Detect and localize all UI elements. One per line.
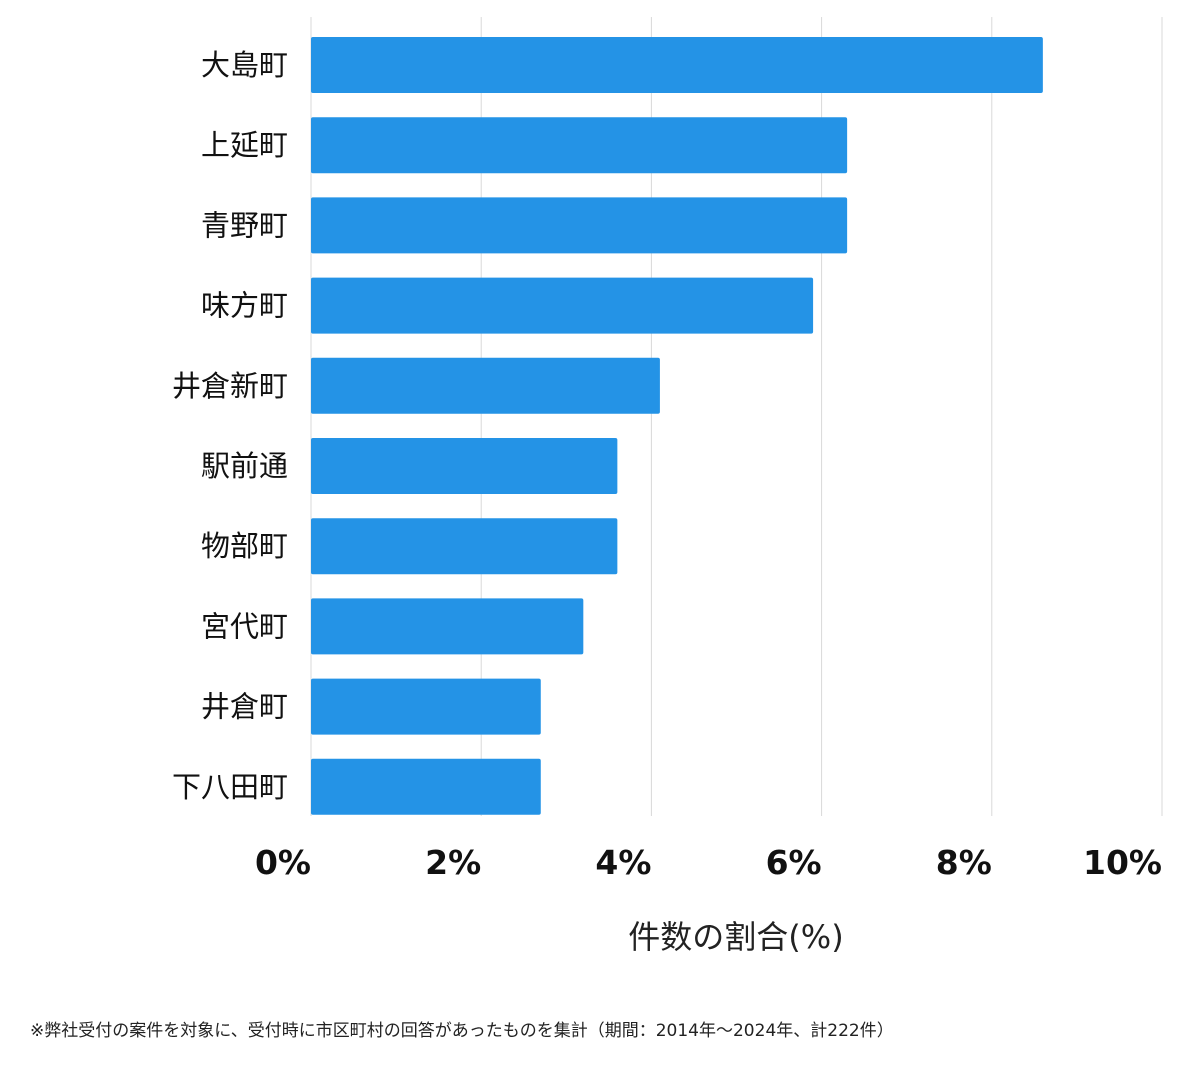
x-tick-labels: 0% 2% 4% 6% 8% 10% (255, 843, 1162, 882)
bar (311, 357, 660, 414)
x-tick-label: 0% (255, 843, 311, 882)
category-label: 青野町 (201, 208, 288, 242)
category-label: 下八田町 (172, 770, 288, 804)
category-label: 大島町 (201, 48, 288, 82)
bar (311, 277, 814, 334)
category-label: 味方町 (201, 289, 288, 323)
bar (311, 598, 584, 655)
category-label: 井倉新町 (172, 369, 288, 403)
bar (311, 197, 848, 254)
x-tick-label: 2% (425, 843, 481, 882)
x-axis-title: 件数の割合(%) (628, 918, 843, 956)
bar (311, 37, 1043, 93)
category-label: 上延町 (201, 128, 288, 162)
bar (311, 678, 541, 735)
category-label: 宮代町 (201, 609, 288, 643)
bar (311, 518, 618, 575)
bars (311, 37, 1043, 815)
bar (311, 438, 618, 494)
footnote: ※弊社受付の案件を対象に、受付時に市区町村の回答があったものを集計（期間：201… (30, 1021, 894, 1041)
bar (311, 758, 541, 815)
x-tick-label: 10% (1083, 843, 1162, 882)
x-tick-label: 6% (766, 843, 822, 882)
x-tick-label: 8% (936, 843, 992, 882)
category-label: 井倉町 (201, 690, 288, 724)
category-label: 物部町 (201, 529, 288, 563)
x-tick-label: 4% (595, 843, 651, 882)
bar (311, 117, 848, 174)
category-label: 駅前通 (201, 449, 288, 483)
